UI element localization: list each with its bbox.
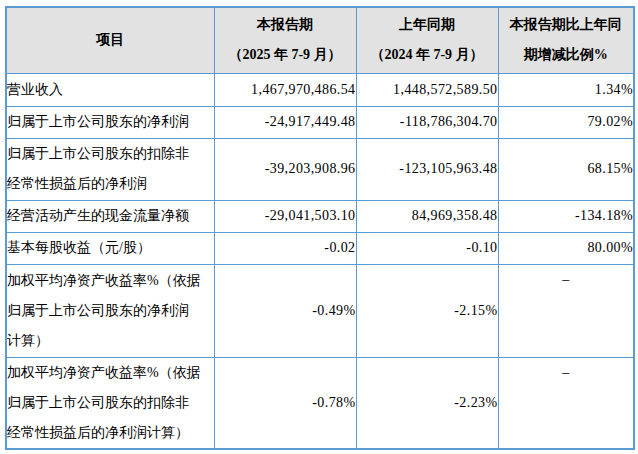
row-change-value: 68.15% — [498, 138, 634, 200]
table-row-weighted-roe-net-profit: 加权平均净资产收益率%（依据 归属于上市公司股东的净利润 计算） -0.49% … — [6, 264, 634, 357]
row-prior-value: -118,786,304.70 — [356, 106, 498, 138]
row-prior-value: -123,105,963.48 — [356, 138, 498, 200]
header-change-ratio: 本报告期比上年同 期增减比例% — [498, 7, 634, 73]
row-change-value: -134.18% — [498, 200, 634, 232]
row-item-label: 营业收入 — [6, 73, 214, 106]
row-item-label: 加权平均净资产收益率%（依据 归属于上市公司股东的净利润 计算） — [6, 264, 214, 357]
table-row-operating-cash-flow: 经营活动产生的现金流量净额 -29,041,503.10 84,969,358.… — [6, 200, 634, 232]
row-prior-value: -0.10 — [356, 232, 498, 264]
row-current-value: -0.02 — [214, 232, 356, 264]
table-row-net-profit: 归属于上市公司股东的净利润 -24,917,449.48 -118,786,30… — [6, 106, 634, 138]
row-change-dash: – — [498, 357, 634, 449]
row-prior-value: 84,969,358.48 — [356, 200, 498, 232]
row-item-label: 加权平均净资产收益率%（依据 归属于上市公司股东的扣除非 经常性损益后的净利润计… — [6, 357, 214, 449]
row-change-dash: – — [498, 264, 634, 357]
table-row-net-profit-excl-nonrecurring: 归属于上市公司股东的扣除非 经常性损益后的净利润 -39,203,908.96 … — [6, 138, 634, 200]
report-page: 项目 本报告期 （2025 年 7-9 月） 上年同期 （2024 年 7-9 … — [0, 0, 638, 454]
row-current-value: 1,467,970,486.54 — [214, 73, 356, 106]
row-current-value: -0.78% — [214, 357, 356, 449]
table-row-weighted-roe-excl-nonrecurring: 加权平均净资产收益率%（依据 归属于上市公司股东的扣除非 经常性损益后的净利润计… — [6, 357, 634, 449]
header-item: 项目 — [6, 7, 214, 73]
row-item-label: 基本每股收益（元/股） — [6, 232, 214, 264]
row-current-value: -0.49% — [214, 264, 356, 357]
row-prior-value: 1,448,572,589.50 — [356, 73, 498, 106]
row-item-label: 归属于上市公司股东的净利润 — [6, 106, 214, 138]
table-row-basic-eps: 基本每股收益（元/股） -0.02 -0.10 80.00% — [6, 232, 634, 264]
row-item-label: 经营活动产生的现金流量净额 — [6, 200, 214, 232]
table-header-row: 项目 本报告期 （2025 年 7-9 月） 上年同期 （2024 年 7-9 … — [6, 7, 634, 73]
row-change-value: 1.34% — [498, 73, 634, 106]
header-prior-period: 上年同期 （2024 年 7-9 月） — [356, 7, 498, 73]
financial-summary-table: 项目 本报告期 （2025 年 7-9 月） 上年同期 （2024 年 7-9 … — [5, 6, 635, 450]
row-current-value: -39,203,908.96 — [214, 138, 356, 200]
row-change-value: 79.02% — [498, 106, 634, 138]
row-current-value: -24,917,449.48 — [214, 106, 356, 138]
header-current-period: 本报告期 （2025 年 7-9 月） — [214, 7, 356, 73]
row-current-value: -29,041,503.10 — [214, 200, 356, 232]
table-row-revenue: 营业收入 1,467,970,486.54 1,448,572,589.50 1… — [6, 73, 634, 106]
row-item-label: 归属于上市公司股东的扣除非 经常性损益后的净利润 — [6, 138, 214, 200]
row-change-value: 80.00% — [498, 232, 634, 264]
row-prior-value: -2.23% — [356, 357, 498, 449]
row-prior-value: -2.15% — [356, 264, 498, 357]
